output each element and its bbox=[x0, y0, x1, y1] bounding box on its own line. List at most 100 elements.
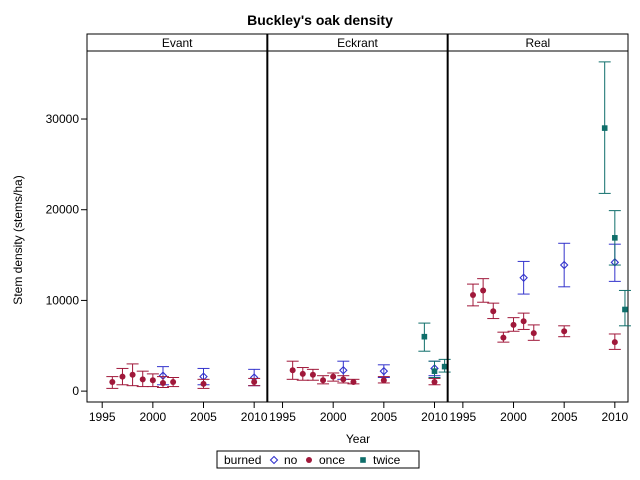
legend-box bbox=[216, 450, 420, 469]
legend-label-once: once bbox=[319, 453, 345, 467]
x-tick-label: 2000 bbox=[320, 410, 347, 424]
legend: burned no once twice bbox=[216, 450, 420, 469]
marker-once bbox=[309, 371, 316, 378]
marker-once bbox=[109, 379, 116, 386]
legend-marker-no bbox=[269, 455, 279, 465]
data-point-once bbox=[497, 331, 510, 343]
data-point-once bbox=[377, 376, 390, 384]
marker-once bbox=[320, 377, 327, 384]
marker-once bbox=[469, 291, 476, 298]
data-point-once bbox=[558, 325, 571, 338]
marker-no bbox=[339, 365, 348, 375]
data-point-once bbox=[156, 376, 169, 388]
data-point-twice bbox=[428, 360, 441, 379]
marker-once bbox=[200, 380, 207, 387]
data-point-once bbox=[197, 378, 210, 389]
marker-once bbox=[510, 321, 517, 328]
x-tick-label: 2010 bbox=[421, 410, 448, 424]
data-point-twice bbox=[618, 289, 631, 327]
marker-twice bbox=[612, 235, 618, 241]
marker-once bbox=[139, 376, 146, 383]
data-point-once bbox=[286, 360, 299, 380]
x-tick-label: 2005 bbox=[370, 410, 397, 424]
data-point-once bbox=[507, 317, 520, 332]
data-point-once bbox=[487, 302, 500, 320]
x-tick-label: 2005 bbox=[190, 410, 217, 424]
marker-once bbox=[149, 377, 156, 384]
data-point-once bbox=[527, 324, 540, 341]
marker-twice bbox=[601, 125, 608, 131]
data-point-once bbox=[296, 367, 309, 381]
y-tick-label: 20000 bbox=[46, 203, 80, 217]
panel-frame bbox=[447, 50, 629, 403]
x-tick-label: 2005 bbox=[551, 410, 578, 424]
marker-once bbox=[129, 371, 136, 378]
marker-no bbox=[379, 366, 389, 376]
marker-once bbox=[520, 318, 527, 325]
marker-once bbox=[530, 330, 537, 337]
panel-strip-label: Real bbox=[525, 36, 550, 50]
data-point-once bbox=[167, 377, 180, 388]
x-axis-label: Year bbox=[346, 432, 370, 446]
data-point-once bbox=[428, 377, 441, 386]
data-point-twice bbox=[608, 210, 621, 266]
marker-once bbox=[561, 328, 568, 335]
data-point-no bbox=[517, 260, 530, 295]
legend-marker-once bbox=[306, 457, 312, 463]
y-axis-label: Stem density (stems/ha) bbox=[11, 175, 25, 304]
data-point-once bbox=[466, 283, 479, 307]
marker-twice bbox=[441, 363, 448, 370]
legend-entry-twice: twice bbox=[360, 453, 401, 467]
marker-no bbox=[610, 258, 620, 267]
x-tick-label: 2000 bbox=[140, 410, 167, 424]
marker-once bbox=[251, 379, 258, 386]
data-point-once bbox=[106, 376, 119, 389]
marker-once bbox=[289, 367, 296, 374]
marker-once bbox=[170, 379, 177, 386]
marker-once bbox=[340, 376, 347, 383]
data-point-once bbox=[347, 378, 360, 386]
marker-once bbox=[480, 287, 487, 294]
marker-twice bbox=[431, 368, 438, 374]
marker-once bbox=[350, 379, 357, 386]
data-point-once bbox=[146, 373, 159, 388]
x-tick-label: 2000 bbox=[500, 410, 527, 424]
data-point-once bbox=[337, 375, 350, 384]
data-point-once bbox=[608, 333, 621, 350]
data-point-once bbox=[317, 375, 330, 385]
marker-once bbox=[159, 379, 166, 386]
marker-twice bbox=[622, 306, 628, 313]
marker-no bbox=[559, 260, 569, 270]
legend-label-no: no bbox=[284, 453, 298, 467]
marker-once bbox=[299, 370, 306, 377]
panel-strip-label: Eckrant bbox=[337, 36, 378, 50]
chart-title: Buckley's oak density bbox=[247, 12, 393, 28]
legend-marker-twice bbox=[360, 457, 366, 463]
panels-group: Evant 1995 2000 2005 2010 Eckrant 1995 2000 2005… bbox=[86, 33, 631, 424]
x-tick-label: 1995 bbox=[450, 410, 477, 424]
panel-real: Real 1995 2000 2005 2010 bbox=[447, 33, 631, 424]
data-point-once bbox=[327, 372, 340, 382]
y-tick-label: 30000 bbox=[46, 112, 80, 126]
data-point-twice bbox=[418, 322, 431, 352]
data-point-once bbox=[248, 377, 261, 387]
data-point-once bbox=[306, 368, 319, 381]
marker-once bbox=[119, 373, 126, 380]
marker-once bbox=[490, 308, 497, 315]
x-tick-label: 2010 bbox=[601, 410, 628, 424]
legend-label-twice: twice bbox=[373, 453, 401, 467]
panel-evant: Evant 1995 2000 2005 2010 bbox=[86, 33, 268, 424]
marker-twice bbox=[421, 333, 428, 340]
y-tick-label: 10000 bbox=[46, 293, 80, 307]
data-point-once bbox=[136, 370, 149, 388]
x-tick-label: 1995 bbox=[269, 410, 296, 424]
data-point-twice bbox=[598, 61, 611, 194]
marker-once bbox=[330, 373, 337, 380]
marker-once bbox=[500, 334, 507, 341]
marker-once bbox=[611, 339, 618, 346]
legend-entry-once: once bbox=[306, 453, 345, 467]
y-axis: 0 10000 20000 30000 bbox=[46, 112, 87, 398]
legend-entry-no: no bbox=[269, 453, 298, 467]
data-point-no bbox=[558, 242, 571, 288]
